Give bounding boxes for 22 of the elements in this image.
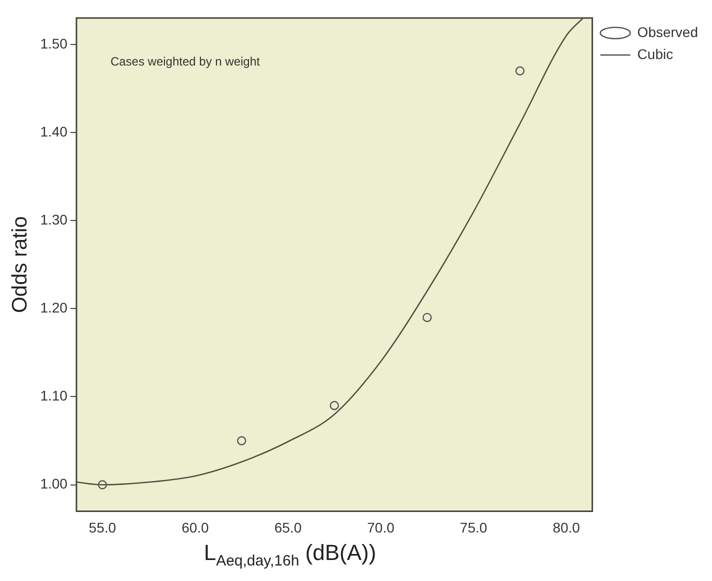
- x-tick-label: 80.0: [552, 519, 580, 536]
- x-tick-label: 70.0: [367, 519, 395, 536]
- y-tick-label: 1.20: [40, 299, 68, 316]
- y-tick-label: 1.50: [40, 35, 68, 52]
- y-tick-label: 1.30: [40, 211, 68, 228]
- y-axis-title: Odds ratio: [8, 216, 32, 314]
- y-tick-label: 1.10: [40, 388, 68, 404]
- x-axis-title: L$_{Aeq,day,16h}$ (dB(A)): [202, 540, 378, 570]
- y-tick-label: 1.40: [40, 123, 68, 140]
- x-tick-label: 65.0: [274, 519, 302, 536]
- point: [515, 66, 525, 76]
- legend-label: Observed: [637, 24, 698, 40]
- y-tick-label: 1.00: [40, 476, 68, 492]
- point: [236, 436, 246, 446]
- legend-label: Cubic: [637, 46, 674, 62]
- point: [330, 400, 339, 410]
- x-tick-label: 60.0: [182, 519, 210, 536]
- point: [98, 480, 108, 490]
- x-tick-label: 55.0: [88, 519, 116, 536]
- x-tick-label: 75.0: [460, 519, 488, 536]
- annotation: Cases weighted by n weight: [110, 54, 261, 68]
- point: [422, 312, 432, 322]
